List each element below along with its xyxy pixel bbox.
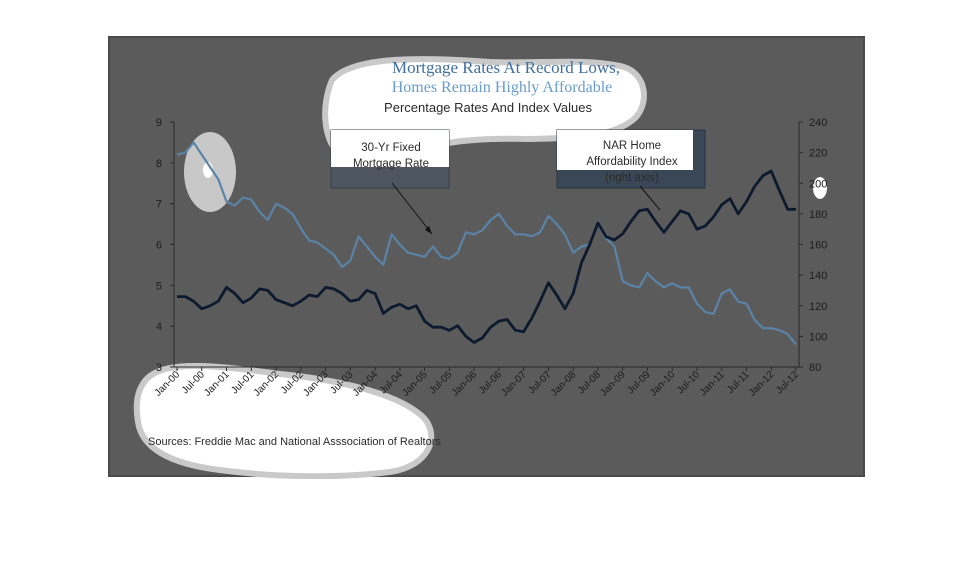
x-tick-label: Jan-07 [499, 369, 529, 399]
right-tick-label: 100 [809, 331, 827, 343]
series-line-affordability-index [177, 169, 796, 344]
right-highlight-dot [813, 177, 827, 199]
left-tick-label: 6 [156, 240, 162, 252]
chart-title-line2: Homes Remain Highly Affordable [392, 79, 613, 96]
x-tick-label: Jan-12 [747, 369, 777, 399]
source-highlight-blob [133, 363, 435, 479]
x-tick-label: Jan-05 [400, 369, 430, 399]
right-tick-label: 180 [809, 209, 827, 221]
annotation-affordability: NAR Home Affordability Index (right axis… [556, 129, 706, 211]
x-tick-label: Jan-11 [698, 369, 727, 398]
x-tick-label: Jan-08 [549, 369, 579, 399]
source-note: Sources: Freddie Mac and National Asssoc… [148, 436, 441, 448]
x-tick-label: Jul-10 [675, 369, 702, 396]
right-tick-label: 80 [809, 362, 821, 374]
right-tick-label: 140 [809, 270, 827, 282]
right-axis-ticks: 80 100 120 140 160 180 200 220 240 [799, 117, 827, 374]
x-tick-label: Jan-09 [598, 369, 628, 399]
x-tick-label: Jan-10 [648, 369, 678, 399]
left-tick-label: 9 [156, 117, 162, 129]
annotation-affordability-line1: NAR Home [603, 140, 661, 152]
chart-subtitle: Percentage Rates And Index Values [384, 100, 592, 115]
left-tick-label: 5 [156, 280, 162, 292]
left-tick-label: 7 [156, 199, 162, 211]
left-axis-ticks: 3 4 5 6 7 8 9 [156, 117, 174, 374]
left-tick-label: 4 [156, 321, 162, 333]
annotation-mortgage-arrow [391, 182, 433, 235]
right-tick-label: 120 [809, 301, 827, 313]
left-tick-label: 8 [156, 158, 162, 170]
chart-title: Mortgage Rates At Record Lows, [392, 58, 620, 77]
left-tick-label: 3 [156, 362, 162, 374]
annotation-mortgage-arrowhead [425, 226, 432, 234]
x-tick-label: Jul-12 [774, 369, 801, 396]
chart: Mortgage Rates At Record Lows, Homes Rem… [133, 56, 827, 479]
annotation-mortgage: 30-Yr Fixed Mortgage Rate [330, 129, 450, 235]
annotation-mortgage-line1: 30-Yr Fixed [361, 142, 420, 154]
right-tick-label: 240 [809, 117, 827, 129]
annotation-affordability-arrow [639, 185, 661, 211]
right-tick-label: 200 [809, 178, 827, 190]
chart-frame: Mortgage Rates At Record Lows, Homes Rem… [108, 36, 865, 479]
series-line-mortgage-rate [176, 141, 797, 346]
x-tick-label: Jan-06 [450, 369, 480, 399]
annotation-affordability-line2: Affordability Index [586, 156, 677, 168]
annotation-affordability-line3: (right axis) [605, 172, 659, 184]
right-tick-label: 220 [809, 148, 827, 160]
annotation-mortgage-line2: Mortgage Rate [353, 158, 429, 170]
right-tick-label: 160 [809, 240, 827, 252]
